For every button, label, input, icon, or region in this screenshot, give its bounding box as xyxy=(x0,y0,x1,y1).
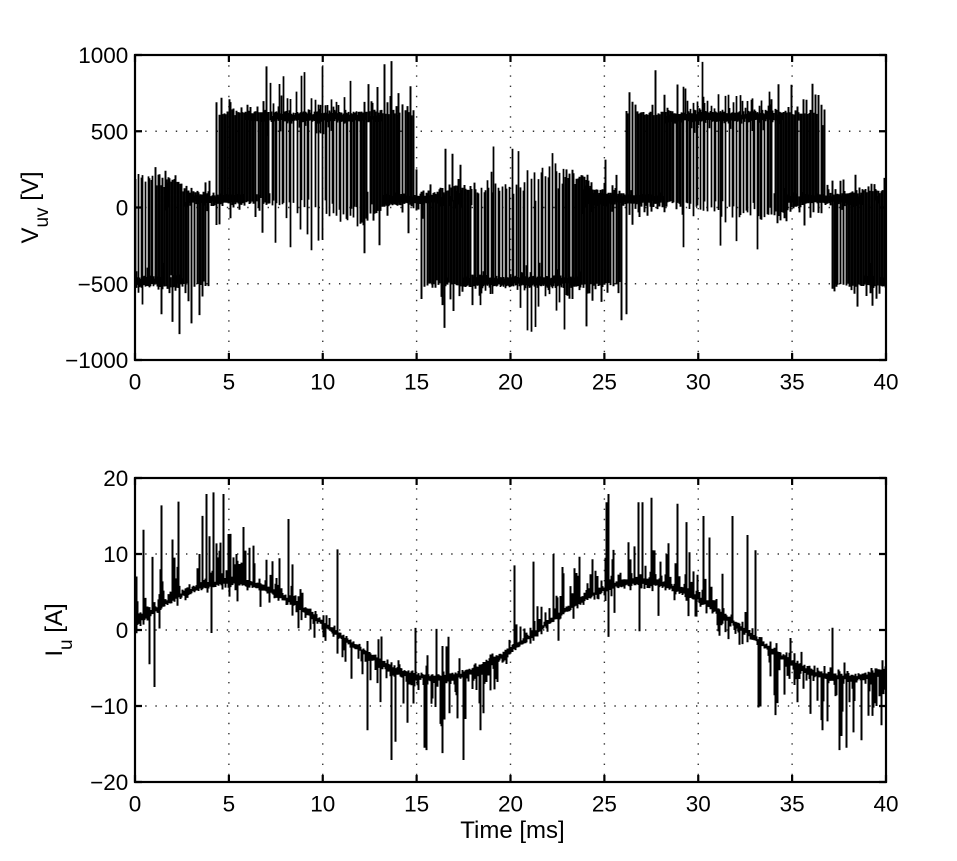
svg-text:10: 10 xyxy=(310,791,335,816)
svg-text:15: 15 xyxy=(404,369,429,394)
svg-text:20: 20 xyxy=(498,791,523,816)
svg-text:25: 25 xyxy=(592,369,617,394)
svg-text:−10: −10 xyxy=(90,694,128,719)
svg-text:5: 5 xyxy=(223,791,236,816)
svg-text:35: 35 xyxy=(780,369,805,394)
svg-text:500: 500 xyxy=(91,119,129,144)
svg-text:20: 20 xyxy=(103,466,128,491)
svg-text:0: 0 xyxy=(129,369,142,394)
svg-text:0: 0 xyxy=(129,791,142,816)
svg-text:−20: −20 xyxy=(90,770,128,795)
svg-text:0: 0 xyxy=(116,618,129,643)
svg-text:40: 40 xyxy=(873,791,898,816)
svg-text:10: 10 xyxy=(310,369,335,394)
svg-text:30: 30 xyxy=(686,791,711,816)
svg-text:−500: −500 xyxy=(78,272,129,297)
svg-text:Time [ms]: Time [ms] xyxy=(460,817,564,844)
svg-text:10: 10 xyxy=(103,542,128,567)
svg-text:0: 0 xyxy=(116,196,129,221)
svg-text:−1000: −1000 xyxy=(65,348,128,373)
svg-text:35: 35 xyxy=(780,791,805,816)
svg-text:1000: 1000 xyxy=(78,43,128,68)
svg-text:30: 30 xyxy=(686,369,711,394)
svg-text:15: 15 xyxy=(404,791,429,816)
svg-text:40: 40 xyxy=(873,369,898,394)
svg-text:20: 20 xyxy=(498,369,523,394)
svg-text:25: 25 xyxy=(592,791,617,816)
svg-text:5: 5 xyxy=(223,369,236,394)
